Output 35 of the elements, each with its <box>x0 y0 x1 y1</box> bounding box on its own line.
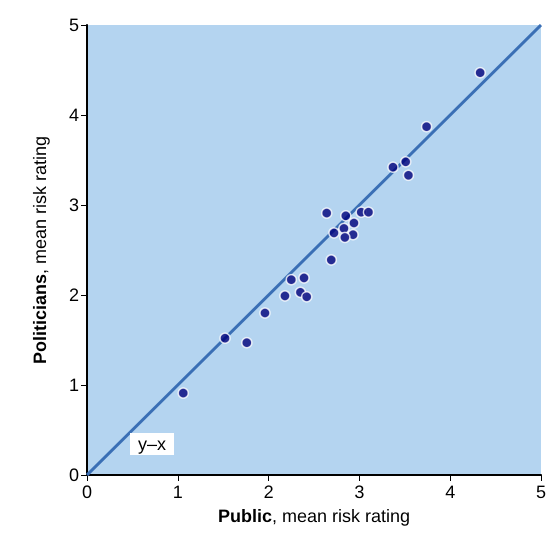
y-tick-label: 2 <box>68 285 79 305</box>
point <box>300 291 312 303</box>
y-tick-label: 5 <box>68 15 79 35</box>
point <box>286 274 298 286</box>
annotation: y–x <box>138 434 166 454</box>
point <box>339 232 351 244</box>
x-tick-label: 2 <box>264 482 274 502</box>
y-tick-label: 3 <box>68 195 79 215</box>
y-axis-title: Politicians, mean risk rating <box>30 136 50 364</box>
point <box>326 254 337 266</box>
point <box>219 332 231 344</box>
point <box>328 227 340 239</box>
point <box>279 290 291 302</box>
point <box>402 170 414 182</box>
point <box>259 307 271 319</box>
point <box>420 120 432 132</box>
point <box>474 66 486 78</box>
point <box>320 207 332 219</box>
point <box>298 272 310 284</box>
point <box>362 206 374 218</box>
x-axis-title: Public, mean risk rating <box>218 506 410 526</box>
x-tick-label: 0 <box>82 482 92 502</box>
x-tick-label: 5 <box>536 482 546 502</box>
point <box>348 217 360 229</box>
x-tick-label: 3 <box>354 482 364 502</box>
point <box>241 336 253 348</box>
point <box>178 387 189 399</box>
y-tick-label: 1 <box>68 375 79 395</box>
point <box>340 210 352 222</box>
y-tick-label: 4 <box>68 105 79 125</box>
point <box>387 161 399 173</box>
x-tick-label: 4 <box>445 482 456 502</box>
y-tick-label: 0 <box>68 465 79 485</box>
x-tick-label: 1 <box>172 482 183 502</box>
point <box>400 156 412 168</box>
